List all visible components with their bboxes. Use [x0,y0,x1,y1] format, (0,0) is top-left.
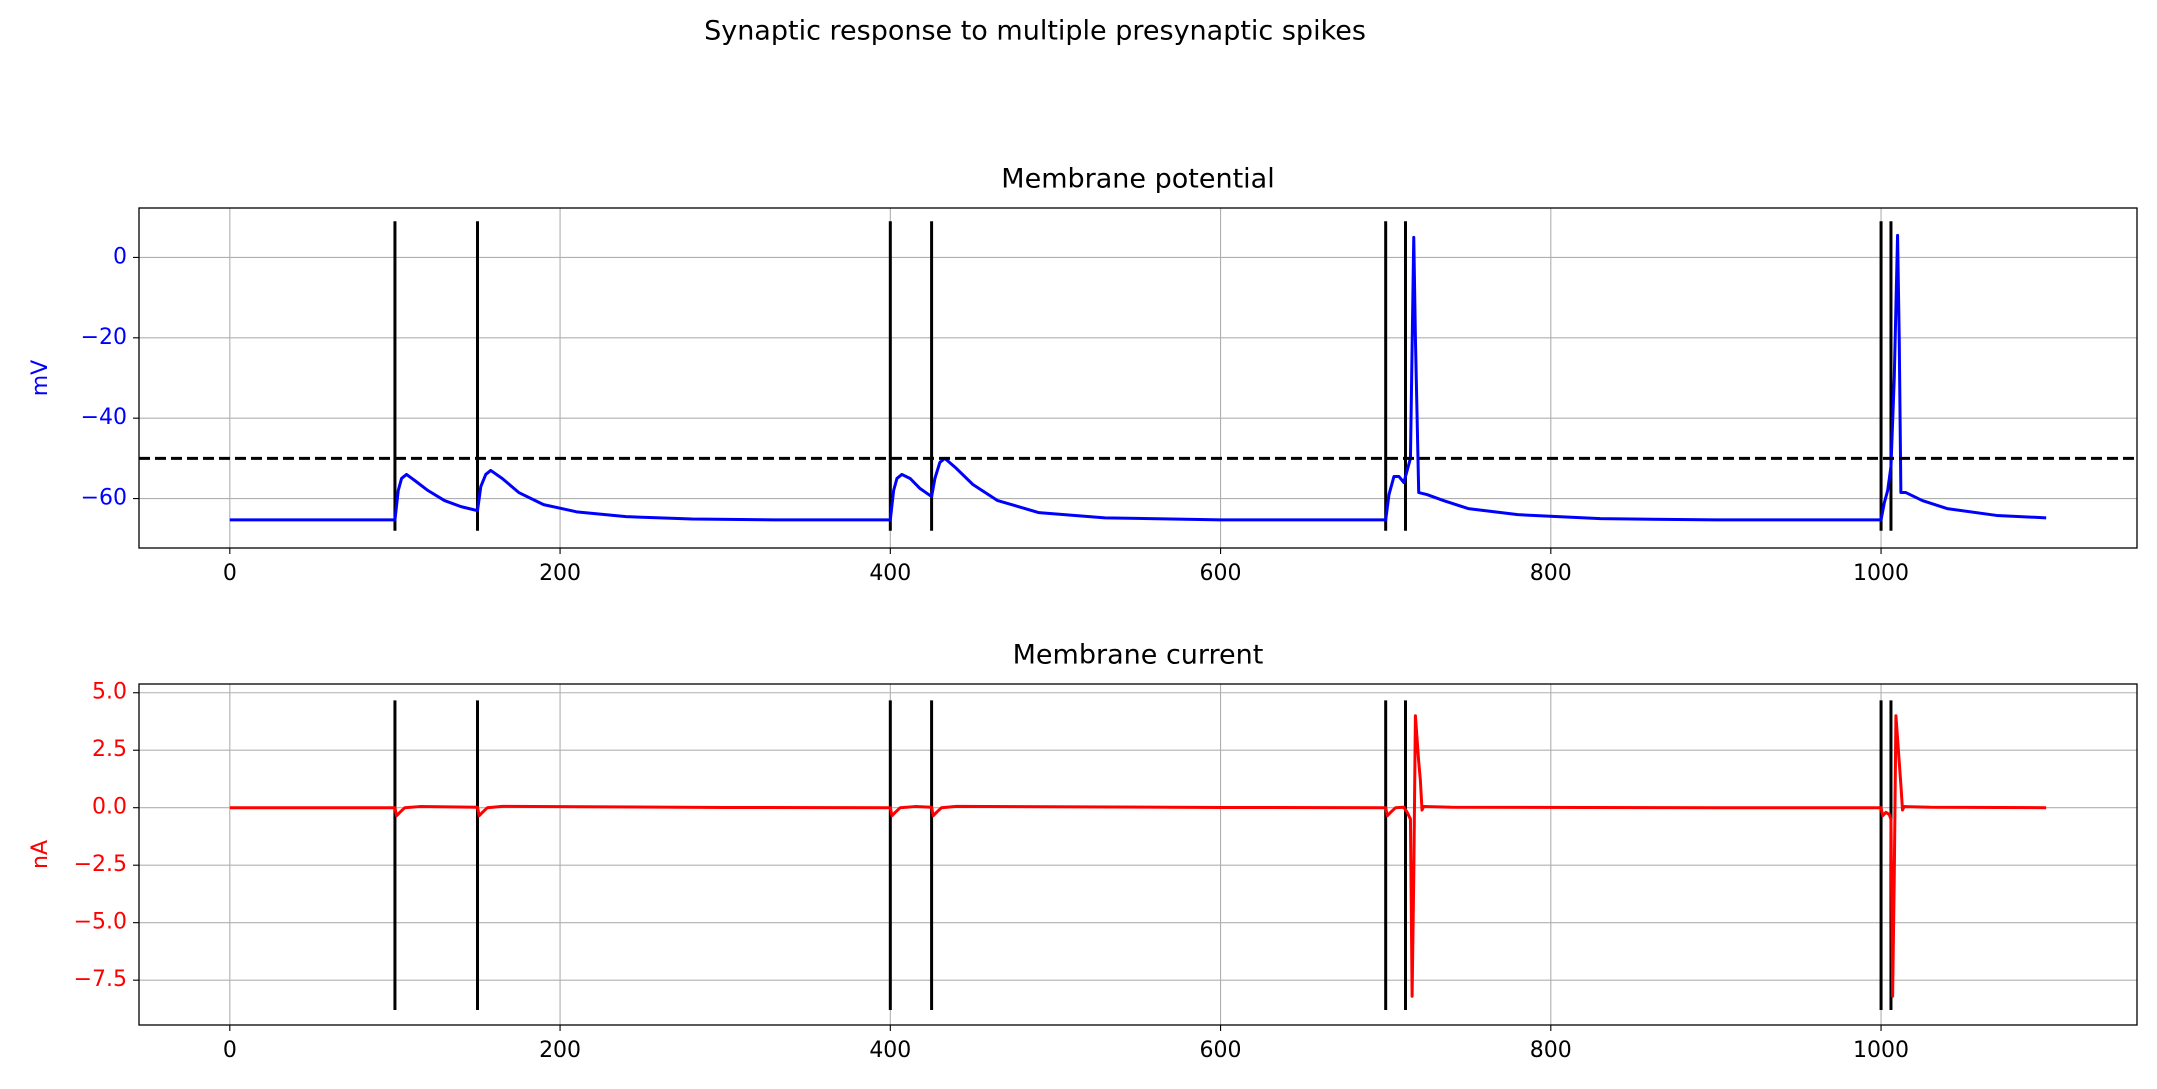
trace-line [229,233,2047,522]
y-axis-label: mV [28,360,53,396]
x-tick-label: 1000 [1853,561,1909,586]
x-tick-label: 600 [1200,561,1242,586]
y-axis-label: nA [28,840,53,869]
axes-title: Membrane current [1013,640,1264,671]
x-tick-label: 200 [539,1038,581,1063]
x-tick-label: 400 [869,561,911,586]
axes-frame [138,683,2138,1026]
axes-frame [138,207,2138,549]
y-tick-label: −40 [81,405,127,430]
x-tick-label: 800 [1530,1038,1572,1063]
trace-line [229,714,2047,998]
x-tick-label: 600 [1200,1038,1242,1063]
x-tick-label: 0 [223,561,237,586]
axes-title: Membrane potential [1001,164,1274,195]
figure-title: Synaptic response to multiple presynapti… [704,16,1366,47]
x-tick-label: 800 [1530,561,1572,586]
y-tick-label: −20 [81,325,127,350]
y-tick-label: 2.5 [92,737,127,762]
y-tick-label: −2.5 [74,852,127,877]
x-tick-label: 0 [223,1038,237,1063]
y-tick-label: 0 [113,244,127,269]
y-tick-label: 0.0 [92,795,127,820]
x-tick-label: 200 [539,561,581,586]
y-tick-label: 5.0 [92,680,127,705]
y-tick-label: −60 [81,486,127,511]
y-tick-label: −7.5 [74,967,127,992]
y-tick-label: −5.0 [74,910,127,935]
x-tick-label: 400 [869,1038,911,1063]
x-tick-label: 1000 [1853,1038,1909,1063]
